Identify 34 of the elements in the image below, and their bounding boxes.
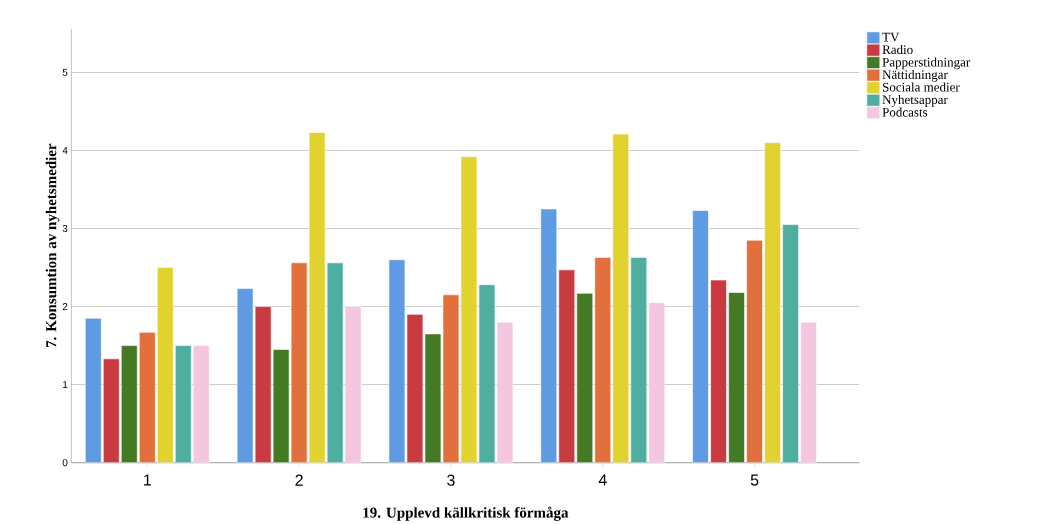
legend-label: Papperstidningar <box>882 57 971 70</box>
bar <box>576 292 594 463</box>
bar <box>594 257 612 463</box>
y-tick-label: 5 <box>62 68 68 76</box>
legend-label: Sociala medier <box>882 82 960 92</box>
bar <box>710 279 727 463</box>
bar <box>84 317 102 463</box>
x-tick-label: 1 <box>144 474 151 486</box>
bar <box>558 269 576 463</box>
bar <box>138 331 156 463</box>
bar <box>728 292 745 463</box>
x-tick-label: 2 <box>295 474 303 486</box>
bar <box>782 224 799 463</box>
legend-label: Podcasts <box>882 107 928 117</box>
bar <box>540 208 558 463</box>
bar <box>692 210 709 463</box>
x-tick-label: 3 <box>447 474 455 486</box>
legend-label: Radio <box>882 44 913 54</box>
y-tick-label: 2 <box>62 302 68 310</box>
bar <box>102 358 120 463</box>
x-tick-label: 4 <box>598 474 607 486</box>
legend-label: Nättidningar <box>882 69 948 82</box>
bar <box>120 345 138 463</box>
bar <box>746 239 763 463</box>
legend-label: TV <box>882 32 900 42</box>
x-tick-label: 5 <box>750 474 759 486</box>
y-tick-label: 0 <box>62 459 68 467</box>
y-tick-label: 4 <box>62 146 68 154</box>
bar <box>800 321 817 463</box>
x-axis-title: 19. Upplevd källkritisk förmåga <box>363 506 569 521</box>
legend-label: Nyhetsappar <box>882 94 948 107</box>
y-tick-label: 1 <box>63 381 68 388</box>
y-axis-title: 7. Konsumtion av nyhetsmedier <box>45 143 60 348</box>
y-tick-label: 3 <box>62 224 68 232</box>
